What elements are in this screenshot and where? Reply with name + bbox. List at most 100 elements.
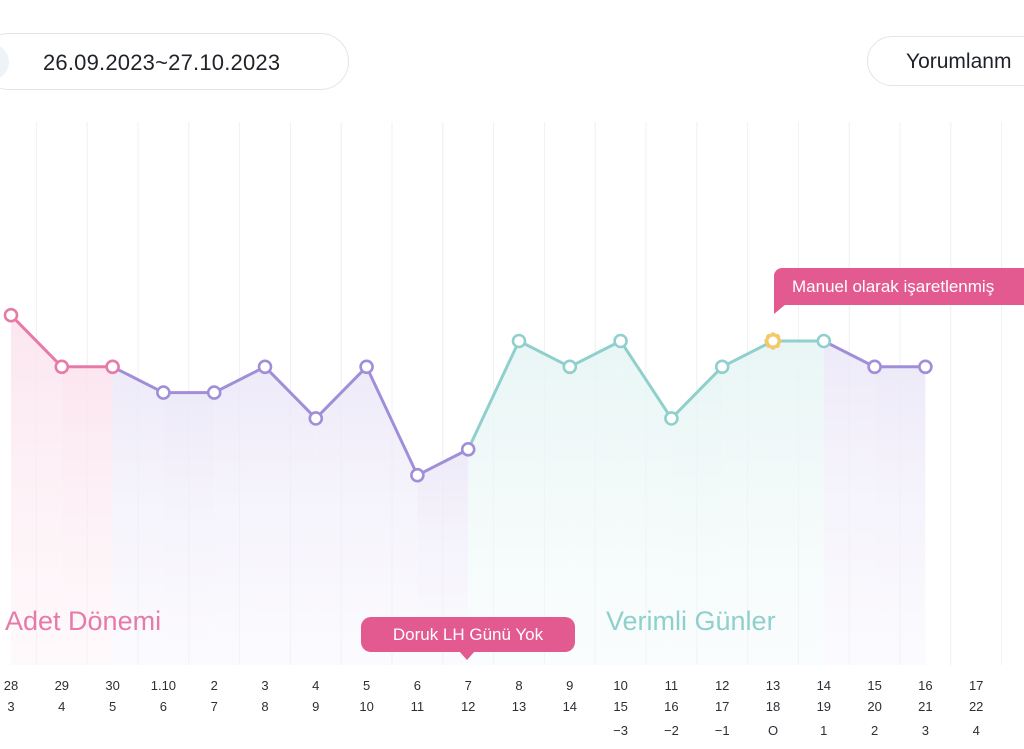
- x-tick-label: 12: [461, 699, 475, 714]
- x-tick-label: 14: [563, 699, 577, 714]
- date-range-text: 26.09.2023~27.10.2023: [43, 50, 281, 75]
- line-segment: [669, 365, 724, 420]
- back-arrow-icon: [0, 55, 1, 69]
- area-segment: [315, 366, 367, 665]
- data-point: [308, 411, 324, 426]
- data-point: [918, 359, 933, 375]
- x-tick-label: 9: [566, 678, 573, 693]
- data-point: [562, 359, 578, 375]
- period-zone-label: Adet Dönemi: [5, 606, 162, 636]
- no-lh-peak-tooltip: Doruk LH Günü Yok: [361, 617, 575, 652]
- x-tick-label: 10: [613, 678, 627, 693]
- x-axis-labels: 2829301.10234567891011121314151617134567…: [4, 678, 1024, 738]
- x-tick-label: 5: [109, 699, 116, 714]
- line-segment: [415, 447, 470, 477]
- x-tick-label: 21: [918, 699, 932, 714]
- interpretation-button-label: Yorumlanm: [906, 50, 1012, 73]
- area-segment: [671, 366, 723, 665]
- data-point: [613, 333, 628, 349]
- area-segment: [874, 366, 926, 665]
- no-lh-peak-tooltip-pointer: [459, 651, 475, 660]
- no-lh-peak-text: Doruk LH Günü Yok: [392, 625, 544, 644]
- x-tick-label: 17: [969, 678, 983, 693]
- manual-mark-tooltip-pointer: [774, 304, 786, 314]
- x-tick-label: 6: [414, 678, 421, 693]
- area-segment: [468, 341, 519, 665]
- data-point: [206, 385, 222, 400]
- x-tick-label: 7: [211, 699, 218, 714]
- line-segment: [212, 365, 267, 395]
- x-tick-label: 11: [411, 699, 425, 714]
- line-segment: [263, 365, 318, 420]
- x-tick-label: 13: [512, 699, 526, 714]
- data-point: [257, 359, 273, 375]
- data-point: [816, 333, 832, 349]
- x-tick-label: 1.10: [151, 678, 176, 693]
- area-segment: [214, 366, 265, 665]
- area-segment: [722, 341, 773, 665]
- x-tick-label: 4: [312, 678, 319, 693]
- x-tick-label: 22: [969, 699, 983, 714]
- x-tick-label: 12: [715, 678, 729, 693]
- x-tick-label: 20: [867, 699, 881, 714]
- x-tick-label: 15: [613, 699, 627, 714]
- data-point: [54, 359, 70, 375]
- area-segment: [11, 315, 62, 665]
- date-range-pill[interactable]: 26.09.2023~27.10.2023: [0, 33, 349, 90]
- data-point: [156, 385, 171, 400]
- area-segment: [569, 341, 621, 665]
- x-tick-label: 7: [465, 678, 472, 693]
- x-tick-label: O: [768, 723, 778, 738]
- line-segment: [466, 339, 521, 451]
- data-point: [460, 442, 476, 457]
- x-tick-label: 18: [766, 699, 780, 714]
- marker-center: [768, 336, 778, 346]
- x-tick-label: 5: [363, 678, 370, 693]
- x-tick-label: 19: [817, 699, 831, 714]
- x-tick-label: 8: [261, 699, 268, 714]
- fertile-zone-label: Verimli Günler: [606, 606, 776, 636]
- x-tick-label: 1: [820, 723, 827, 738]
- data-points: [3, 307, 933, 483]
- data-point: [3, 307, 19, 323]
- manual-mark-icon: [764, 332, 782, 350]
- x-tick-label: 8: [515, 678, 522, 693]
- line-segment: [111, 365, 165, 395]
- data-point: [410, 467, 425, 483]
- line-segment: [365, 365, 419, 477]
- area-segment: [823, 341, 875, 665]
- data-point: [359, 359, 374, 375]
- x-tick-label: −1: [715, 723, 730, 738]
- x-tick-label: 16: [664, 699, 678, 714]
- x-tick-label: 9: [312, 699, 319, 714]
- area-segment: [773, 341, 824, 665]
- x-tick-label: 29: [55, 678, 69, 693]
- x-tick-label: 30: [105, 678, 119, 693]
- data-point: [511, 333, 527, 349]
- x-tick-label: 11: [665, 678, 679, 693]
- x-tick-label: 2: [211, 678, 218, 693]
- area-segment: [61, 366, 113, 665]
- line-segment: [619, 339, 673, 420]
- line-segment: [568, 339, 623, 369]
- area-segment: [265, 366, 316, 665]
- interpretation-button[interactable]: Yorumlanm: [867, 36, 1024, 86]
- x-tick-label: 4: [973, 723, 980, 738]
- area-segment: [620, 341, 672, 665]
- area-segment: [112, 366, 164, 665]
- series-line: [9, 313, 927, 477]
- area-segment: [366, 366, 418, 665]
- line-segment: [9, 313, 64, 369]
- x-tick-label: 14: [817, 678, 831, 693]
- line-segment: [517, 339, 572, 369]
- area-segment: [417, 449, 469, 665]
- x-tick-label: −3: [613, 723, 628, 738]
- manual-mark-text: Manuel olarak işaretlenmiş: [792, 277, 995, 296]
- x-tick-label: −2: [664, 723, 679, 738]
- x-tick-label: 15: [867, 678, 881, 693]
- data-point: [714, 359, 730, 375]
- area-fill: [11, 315, 926, 665]
- back-button[interactable]: [0, 44, 9, 80]
- line-segment: [720, 339, 775, 369]
